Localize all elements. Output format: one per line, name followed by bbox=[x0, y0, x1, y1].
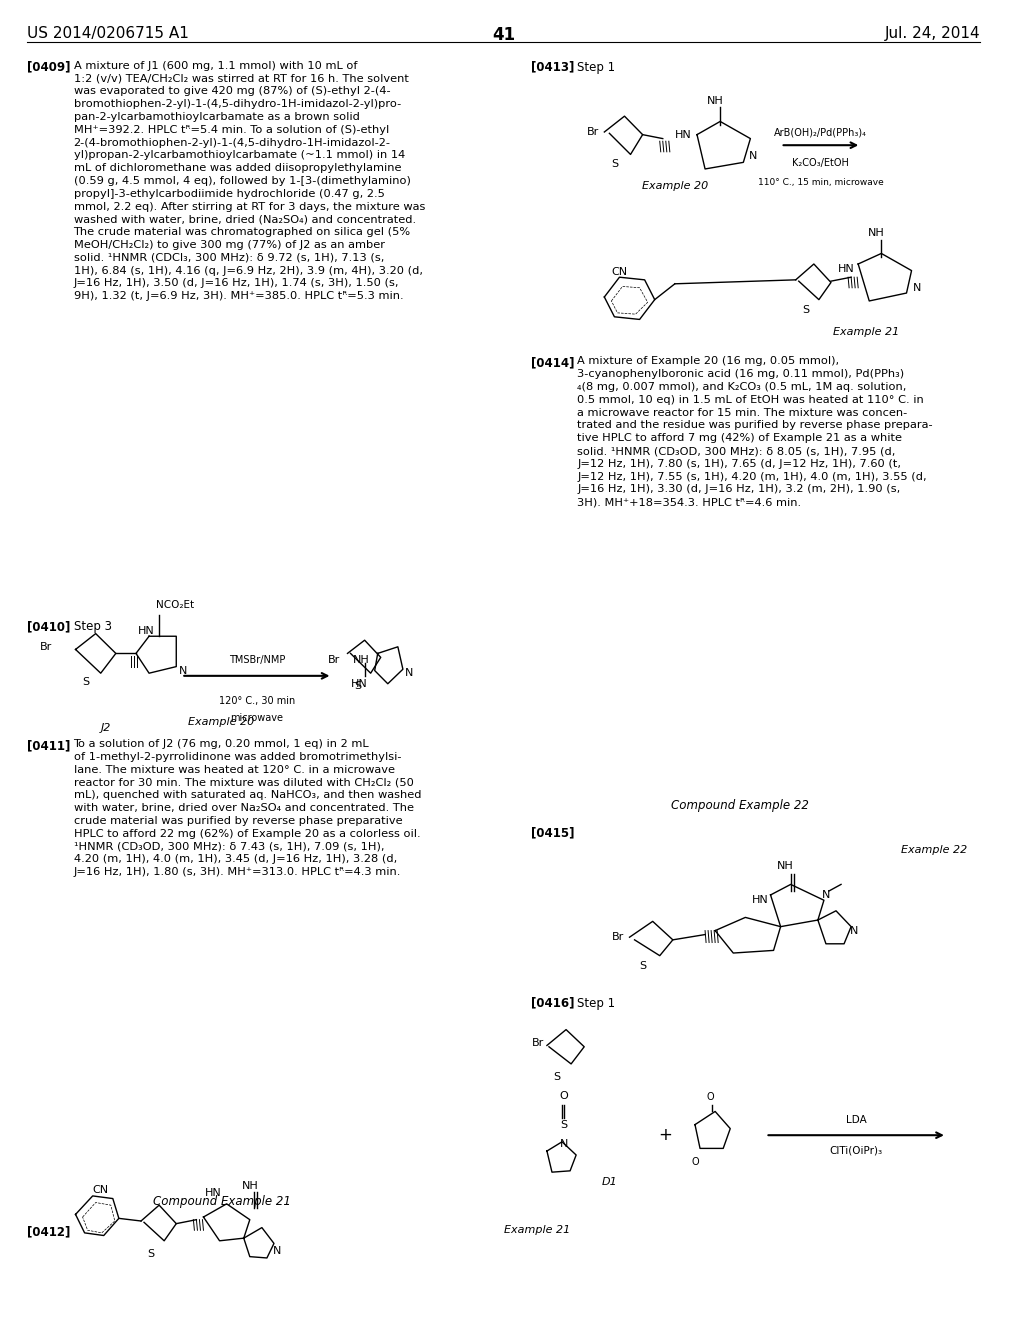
Text: Example 20: Example 20 bbox=[188, 717, 255, 727]
Text: N: N bbox=[750, 150, 758, 161]
Text: 120° C., 30 min: 120° C., 30 min bbox=[219, 696, 295, 706]
Text: HN: HN bbox=[675, 129, 691, 140]
Text: HN: HN bbox=[350, 678, 368, 689]
Text: NCO₂Et: NCO₂Et bbox=[156, 599, 195, 610]
Text: J2: J2 bbox=[100, 723, 111, 734]
Text: HN: HN bbox=[205, 1188, 222, 1199]
Text: S: S bbox=[611, 158, 617, 169]
Text: Step 3: Step 3 bbox=[74, 620, 112, 634]
Text: Example 20: Example 20 bbox=[642, 181, 708, 191]
Text: O: O bbox=[560, 1090, 568, 1101]
Text: N: N bbox=[821, 890, 830, 900]
Text: A mixture of Example 20 (16 mg, 0.05 mmol),
3-cyanophenylboronic acid (16 mg, 0.: A mixture of Example 20 (16 mg, 0.05 mmo… bbox=[578, 356, 933, 507]
Text: ClTi(OiPr)₃: ClTi(OiPr)₃ bbox=[829, 1146, 883, 1156]
Text: Example 21: Example 21 bbox=[834, 327, 899, 338]
Text: S: S bbox=[147, 1249, 155, 1259]
Text: [0414]: [0414] bbox=[530, 356, 574, 370]
Text: Example 22: Example 22 bbox=[901, 845, 967, 855]
Text: Step 1: Step 1 bbox=[578, 61, 615, 74]
Text: NH: NH bbox=[868, 227, 885, 238]
Text: N: N bbox=[179, 665, 187, 676]
Text: ArB(OH)₂/Pd(PPh₃)₄: ArB(OH)₂/Pd(PPh₃)₄ bbox=[774, 127, 867, 137]
Text: O: O bbox=[691, 1156, 698, 1167]
Text: NH: NH bbox=[777, 861, 794, 871]
Text: A mixture of J1 (600 mg, 1.1 mmol) with 10 mL of
1:2 (v/v) TEA/CH₂Cl₂ was stirre: A mixture of J1 (600 mg, 1.1 mmol) with … bbox=[74, 61, 425, 301]
Text: HN: HN bbox=[838, 264, 854, 275]
Text: [0409]: [0409] bbox=[28, 61, 71, 74]
Text: S: S bbox=[639, 961, 646, 972]
Text: To a solution of J2 (76 mg, 0.20 mmol, 1 eq) in 2 mL
of 1-methyl-2-pyrrolidinone: To a solution of J2 (76 mg, 0.20 mmol, 1… bbox=[74, 739, 421, 878]
Text: Br: Br bbox=[612, 932, 625, 942]
Text: [0410]: [0410] bbox=[28, 620, 71, 634]
Text: 41: 41 bbox=[493, 26, 515, 45]
Text: S: S bbox=[354, 681, 361, 692]
Text: Compound Example 21: Compound Example 21 bbox=[153, 1195, 291, 1208]
Text: S: S bbox=[553, 1072, 560, 1082]
Text: [0411]: [0411] bbox=[28, 739, 71, 752]
Text: [0416]: [0416] bbox=[530, 997, 574, 1010]
Text: O: O bbox=[707, 1092, 714, 1102]
Text: [0415]: [0415] bbox=[530, 826, 574, 840]
Text: HN: HN bbox=[138, 626, 155, 636]
Text: HN: HN bbox=[752, 895, 769, 906]
Text: CN: CN bbox=[611, 267, 628, 277]
Text: S: S bbox=[82, 677, 89, 688]
Text: Br: Br bbox=[40, 642, 52, 652]
Text: TMSBr/NMP: TMSBr/NMP bbox=[228, 655, 285, 665]
Text: S: S bbox=[560, 1119, 567, 1130]
Text: N: N bbox=[850, 925, 858, 936]
Text: N: N bbox=[912, 282, 921, 293]
Text: US 2014/0206715 A1: US 2014/0206715 A1 bbox=[28, 26, 189, 41]
Text: Step 1: Step 1 bbox=[578, 997, 615, 1010]
Text: Jul. 24, 2014: Jul. 24, 2014 bbox=[885, 26, 980, 41]
Text: NH: NH bbox=[707, 95, 724, 106]
Text: K₂CO₃/EtOH: K₂CO₃/EtOH bbox=[793, 158, 849, 169]
Text: D1: D1 bbox=[601, 1177, 617, 1188]
Text: Br: Br bbox=[329, 655, 340, 665]
Text: Br: Br bbox=[531, 1038, 544, 1048]
Text: N: N bbox=[272, 1246, 282, 1257]
Text: [0412]: [0412] bbox=[28, 1225, 71, 1238]
Text: Example 21: Example 21 bbox=[504, 1225, 570, 1236]
Text: +: + bbox=[657, 1126, 672, 1144]
Text: Compound Example 22: Compound Example 22 bbox=[672, 799, 809, 812]
Text: 110° C., 15 min, microwave: 110° C., 15 min, microwave bbox=[758, 178, 884, 187]
Text: LDA: LDA bbox=[846, 1114, 866, 1125]
Text: S: S bbox=[802, 305, 809, 315]
Text: N: N bbox=[560, 1139, 568, 1150]
Text: Br: Br bbox=[587, 127, 599, 137]
Text: NH: NH bbox=[242, 1180, 258, 1191]
Text: CN: CN bbox=[92, 1184, 109, 1195]
Text: microwave: microwave bbox=[230, 713, 284, 723]
Text: [0413]: [0413] bbox=[530, 61, 574, 74]
Text: NH: NH bbox=[352, 655, 370, 665]
Text: N: N bbox=[404, 668, 414, 678]
